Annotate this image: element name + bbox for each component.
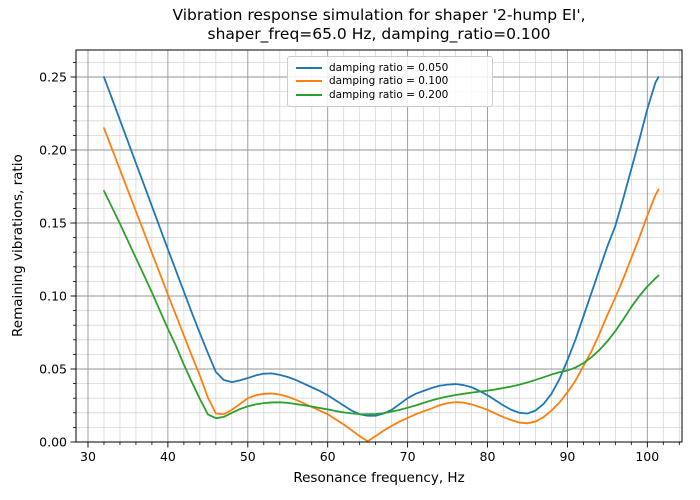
y-tick-label: 0.15 bbox=[39, 215, 67, 230]
legend-item-label: damping ratio = 0.200 bbox=[329, 89, 449, 102]
legend-line-sample-orange bbox=[296, 80, 322, 83]
chart-title-line-2: shaper_freq=65.0 Hz, damping_ratio=0.100 bbox=[207, 25, 551, 43]
x-tick-label: 30 bbox=[80, 449, 96, 464]
chart-title-line-1: Vibration response simulation for shaper… bbox=[172, 6, 586, 24]
series-line-1 bbox=[103, 127, 660, 443]
x-tick-label: 80 bbox=[480, 449, 496, 464]
y-tick-label: 0.25 bbox=[39, 69, 67, 84]
series-line-0 bbox=[103, 76, 660, 417]
chart-title: Vibration response simulation for shaper… bbox=[76, 6, 682, 44]
legend-item: damping ratio = 0.050 bbox=[296, 62, 484, 74]
legend-item: damping ratio = 0.200 bbox=[296, 89, 484, 101]
x-tick-label: 70 bbox=[400, 449, 416, 464]
x-tick-label: 100 bbox=[635, 449, 659, 464]
legend-line-sample-green bbox=[296, 94, 322, 97]
series-line-2 bbox=[103, 189, 660, 420]
legend: damping ratio = 0.050 damping ratio = 0.… bbox=[287, 56, 493, 107]
x-tick-label: 40 bbox=[160, 449, 176, 464]
x-tick-label: 90 bbox=[559, 449, 575, 464]
legend-item: damping ratio = 0.100 bbox=[296, 75, 484, 87]
x-tick-label: 50 bbox=[240, 449, 256, 464]
y-tick-label: 0.00 bbox=[39, 434, 67, 449]
axes-spines bbox=[75, 49, 683, 443]
y-tick-label: 0.20 bbox=[39, 142, 67, 157]
y-tick-label: 0.05 bbox=[39, 361, 67, 376]
legend-item-label: damping ratio = 0.050 bbox=[329, 61, 449, 74]
legend-item-label: damping ratio = 0.100 bbox=[329, 75, 449, 88]
x-tick-label: 60 bbox=[320, 449, 336, 464]
x-axis-label: Resonance frequency, Hz bbox=[293, 470, 465, 486]
y-tick-label: 0.10 bbox=[39, 288, 67, 303]
y-axis-label: Remaining vibrations, ratio bbox=[10, 154, 26, 338]
legend-line-sample-blue bbox=[296, 66, 322, 69]
